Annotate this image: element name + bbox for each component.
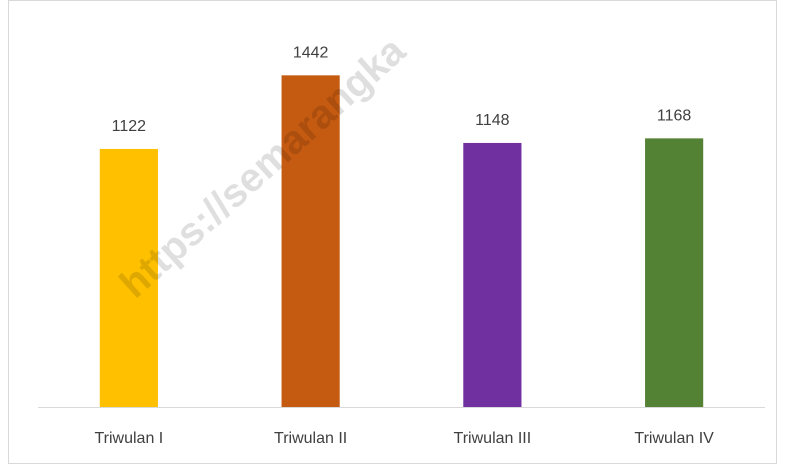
- bar: [99, 148, 158, 407]
- x-tick-label: Triwulan II: [274, 430, 347, 447]
- x-tick-label: Triwulan III: [454, 430, 532, 447]
- data-label: 1148: [475, 112, 510, 129]
- data-label: 1122: [112, 118, 147, 135]
- bar: [645, 138, 704, 408]
- data-label: 1168: [657, 108, 692, 125]
- x-tick-label: Triwulan I: [94, 430, 163, 447]
- bar: [281, 75, 340, 407]
- x-tick-label: Triwulan IV: [634, 430, 714, 447]
- bar: [463, 142, 522, 407]
- data-label: 1442: [293, 45, 329, 62]
